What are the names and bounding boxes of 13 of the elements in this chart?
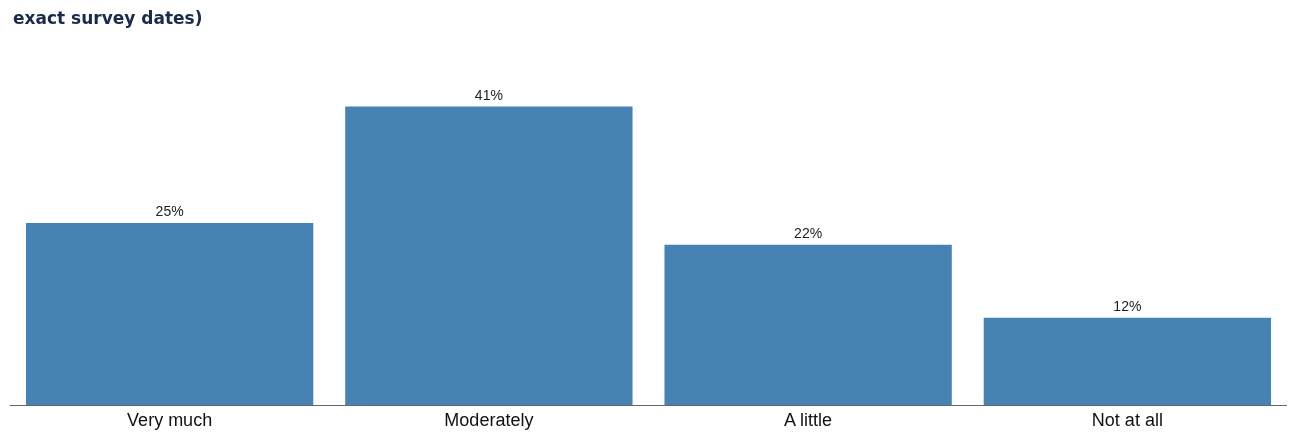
bar: [25, 223, 314, 405]
data-label: 22%: [794, 224, 823, 241]
bar: [345, 106, 633, 405]
bar: [983, 317, 1272, 405]
x-tick-label: A little: [784, 410, 833, 430]
bar: [664, 244, 952, 405]
x-tick-label: Moderately: [444, 410, 534, 430]
data-label: 25%: [155, 203, 184, 219]
chart-title: exact survey dates): [13, 7, 203, 28]
data-label: 41%: [474, 86, 503, 103]
x-tick-label: Not at all: [1091, 410, 1163, 430]
x-tick-label: Very much: [127, 410, 213, 430]
data-label: 12%: [1113, 297, 1142, 314]
